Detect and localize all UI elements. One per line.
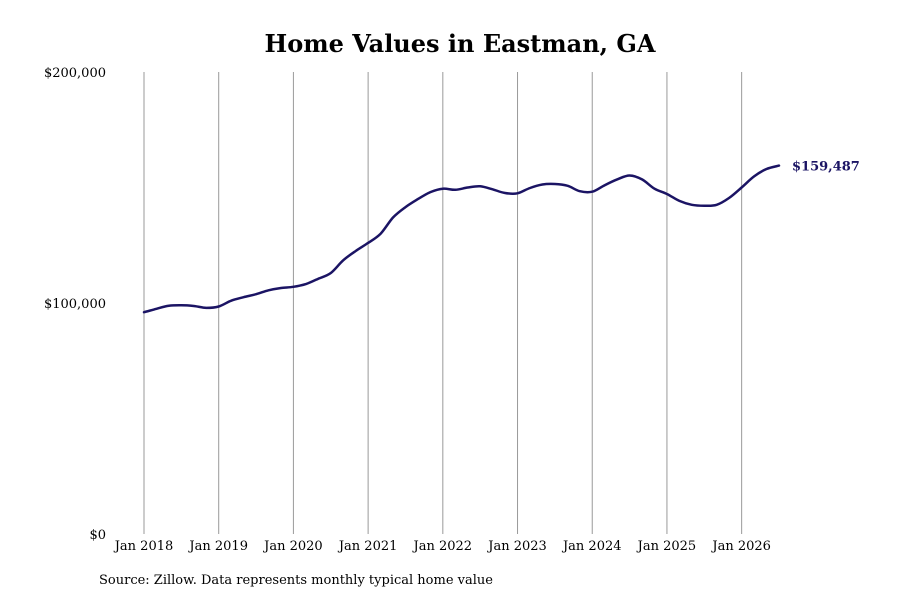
chart-title: Home Values in Eastman, GA (265, 29, 656, 58)
x-tick-label: Jan 2025 (636, 539, 697, 554)
x-tick-label: Jan 2024 (561, 539, 622, 554)
axis-labels: Jan 2018 Jan 2019 Jan 2020 Jan 2021 Jan 2022… (44, 66, 771, 554)
y-tick-label: $200,000 (44, 66, 106, 81)
y-tick-label: $0 (89, 528, 106, 543)
x-tick-label: Jan 2021 (337, 539, 398, 554)
x-tick-label: Jan 2022 (412, 539, 473, 554)
series-layer (142, 164, 781, 314)
x-tick-label: Jan 2019 (187, 539, 248, 554)
gridlines (143, 72, 743, 534)
source-note: Source: Zillow. Data represents monthly … (99, 573, 493, 588)
x-tick-label: Jan 2018 (113, 539, 174, 554)
x-tick-label: Jan 2023 (486, 539, 547, 554)
end-value-label: $159,487 (792, 160, 860, 175)
series-line (142, 164, 781, 314)
y-tick-label: $100,000 (44, 297, 106, 312)
x-tick-label: Jan 2026 (710, 539, 771, 554)
annotations: $159,487 (792, 160, 860, 175)
x-tick-label: Jan 2020 (262, 539, 323, 554)
